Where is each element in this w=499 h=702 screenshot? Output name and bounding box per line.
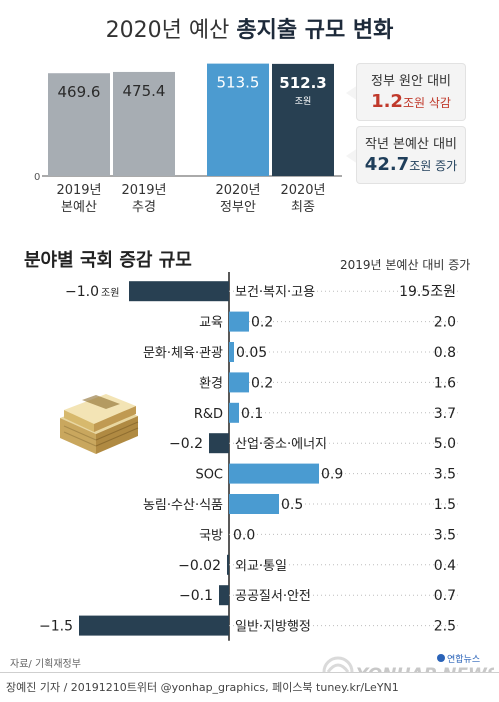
title-prefix: 2020년 예산 [105, 18, 230, 43]
sector-bar-1 [229, 311, 249, 332]
secondary-value-5: 5.0 [434, 436, 456, 452]
sector-value-label-6: 0.9 [321, 467, 343, 483]
secondary-value-10: 0.7 [434, 588, 456, 604]
bar-value-label-2: 513.5 [217, 74, 260, 92]
callout-2-number: 42.7 [364, 154, 410, 175]
footer-bar [0, 672, 499, 702]
secondary-value-4: 3.7 [434, 406, 456, 422]
sector-category-label-11: 일반·지방행정 [235, 619, 311, 635]
category-label-2-0: 2020년 [215, 183, 260, 198]
sector-category-label-1: 교육 [199, 316, 223, 331]
category-label-2-1: 정부안 [220, 200, 256, 215]
bar-1 [113, 71, 175, 176]
callout-1-unit: 조원 삭감 [402, 96, 451, 110]
axis-zero-label: 0 [34, 172, 40, 183]
logo-brand-text: 연합뉴스 [447, 654, 480, 665]
sector-category-label-4: R&D [194, 407, 223, 422]
sector-value-label-10: −0.1 [179, 588, 213, 604]
sector-value-label-2: 0.05 [236, 345, 267, 361]
category-label-1-0: 2019년 [121, 183, 166, 198]
category-label-0-1: 본예산 [61, 200, 97, 215]
bar-value-label-3: 512.3 [279, 74, 326, 92]
category-label-3-0: 2020년 [280, 183, 325, 198]
credit-line: 장예진 기자 / 20191210트위터 @yonhap_graphics, 페… [6, 681, 399, 694]
bar-0 [48, 73, 110, 176]
secondary-value-8: 3.5 [434, 527, 456, 543]
sector-bar-0 [129, 281, 229, 302]
secondary-value-11: 2.5 [434, 619, 456, 635]
sector-category-label-2: 문화·체육·관광 [143, 346, 223, 361]
sector-value-label-3: 0.2 [251, 375, 273, 391]
secondary-value-7: 1.5 [434, 497, 456, 513]
bar-unit-label: 조원 [295, 96, 312, 107]
sector-value-label-1: 0.2 [251, 315, 273, 331]
sector-category-label-9: 외교·통일 [235, 559, 287, 574]
callout-vs-government: 정부 원안 대비 1.2조원 삭감 [357, 64, 465, 120]
section-title: 분야별 국회 증감 규모 [24, 250, 192, 271]
callout-1-value: 1.2조원 삭감 [357, 91, 465, 112]
sector-category-label-8: 국방 [199, 528, 223, 543]
section-subtitle: 2019년 본예산 대비 증가 [340, 258, 471, 272]
sector-value-unit-0: 조원 [101, 287, 119, 299]
secondary-value-1: 2.0 [434, 315, 456, 331]
bar-value-label-1: 475.4 [123, 82, 166, 100]
sector-bar-2 [229, 342, 234, 362]
sector-value-label-4: 0.1 [241, 406, 263, 422]
money-stack-icon [60, 394, 139, 454]
category-label-0-0: 2019년 [56, 183, 101, 198]
sector-bar-6 [229, 463, 319, 484]
bar-value-label-0: 469.6 [58, 83, 101, 101]
sector-category-label-3: 환경 [199, 376, 223, 391]
secondary-value-0: 19.5조원 [399, 284, 456, 300]
secondary-value-6: 3.5 [434, 467, 456, 483]
sector-value-label-7: 0.5 [281, 497, 303, 513]
category-label-1-1: 추경 [132, 200, 156, 215]
sector-value-label-8: 0.0 [233, 527, 255, 543]
sector-bar-11 [79, 615, 229, 636]
sector-bar-9 [227, 554, 229, 575]
sector-value-label-5: −0.2 [169, 436, 203, 452]
page-title: 2020년 예산 총지출 규모 변화 [0, 12, 499, 44]
secondary-value-2: 0.8 [434, 345, 456, 361]
sector-change-chart: −1.0 조원 보건·복지·고용 19.5조원 0.2 교육 2.0 0.05 문화·체육·관광… [39, 272, 458, 641]
callout-1-tail [346, 85, 358, 101]
source-note: 자료/ 기획재정부 [10, 659, 81, 670]
callout-1-label: 정부 원안 대비 [370, 74, 452, 89]
callout-2-unit: 조원 증가 [409, 159, 458, 173]
sector-category-label-0: 보건·복지·고용 [235, 285, 315, 300]
callout-2-label: 작년 본예산 대비 [365, 137, 457, 152]
secondary-value-9: 0.4 [434, 558, 456, 574]
callout-1-number: 1.2 [371, 91, 403, 112]
sector-value-label-9: −0.02 [178, 558, 221, 574]
title-highlight: 총지출 규모 변화 [236, 18, 394, 43]
sector-category-label-6: SOC [195, 468, 223, 483]
category-label-3-1: 최종 [291, 200, 315, 215]
sector-bar-5 [209, 433, 229, 454]
sector-bar-3 [229, 372, 249, 393]
sector-bar-7 [229, 494, 279, 514]
sector-category-label-5: 산업·중소·에너지 [235, 437, 327, 452]
secondary-value-3: 1.6 [434, 375, 456, 391]
callout-vs-last-year: 작년 본예산 대비 42.7조원 증가 [357, 127, 465, 183]
bar-2 [207, 63, 269, 176]
sector-value-label-11: −1.5 [39, 619, 73, 635]
sector-value-label-0: −1.0 [65, 284, 99, 300]
callout-2-tail [346, 148, 358, 164]
bar-3 [272, 63, 334, 176]
sector-category-label-10: 공공질서·안전 [235, 589, 311, 604]
sector-bar-10 [219, 585, 229, 606]
sector-category-label-7: 농림·수산·식품 [143, 498, 223, 513]
sector-bar-4 [229, 402, 239, 423]
callout-2-value: 42.7조원 증가 [357, 154, 465, 175]
